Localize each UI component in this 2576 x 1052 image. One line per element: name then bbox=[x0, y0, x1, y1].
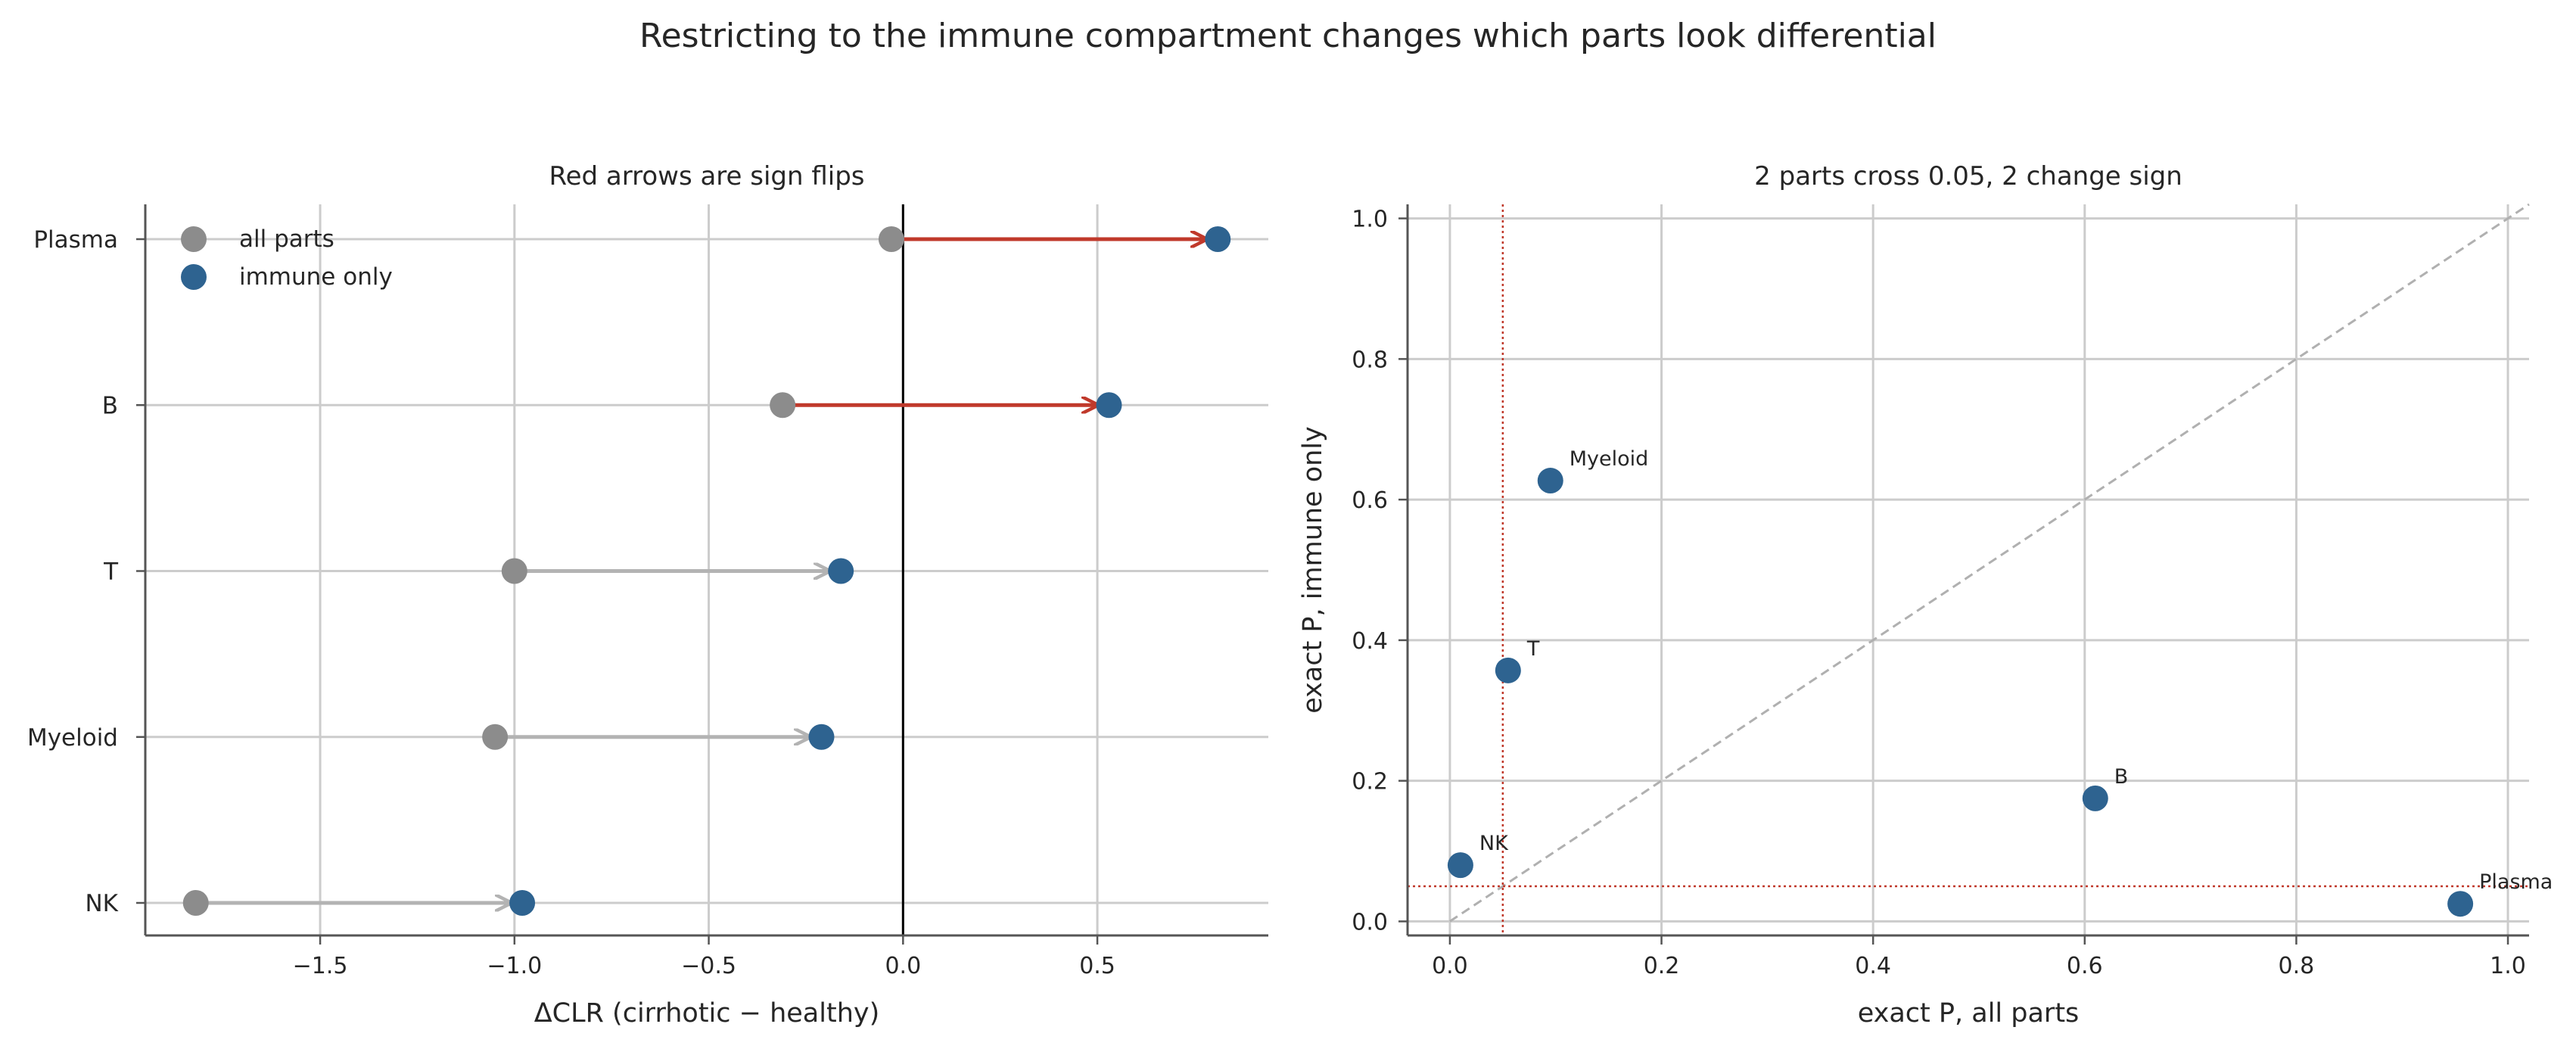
point-immune-only bbox=[808, 724, 835, 750]
point-all-parts bbox=[501, 558, 527, 584]
point-label: B bbox=[2114, 765, 2129, 789]
category-label: Plasma bbox=[33, 226, 118, 254]
legend-marker-immune-only bbox=[181, 264, 207, 290]
point-immune-only bbox=[509, 890, 536, 916]
left-chart-title: Red arrows are sign flips bbox=[549, 161, 864, 191]
point-immune-only bbox=[828, 558, 854, 584]
legend: all parts immune only bbox=[181, 226, 393, 291]
point-immune-only bbox=[1205, 226, 1231, 252]
point-label: Myeloid bbox=[1570, 447, 1649, 471]
point-all-parts bbox=[878, 226, 904, 252]
point-label: Plasma bbox=[2479, 870, 2553, 894]
x-axis-label: ΔCLR (cirrhotic − healthy) bbox=[534, 998, 880, 1029]
x-tick-label: 0.0 bbox=[1432, 953, 1468, 979]
x-tick-label: 0.0 bbox=[885, 953, 921, 979]
x-tick-label: 0.2 bbox=[1644, 953, 1680, 979]
category-label: Myeloid bbox=[27, 724, 118, 752]
x-tick-label: 0.4 bbox=[1855, 953, 1891, 979]
y-tick-label: 0.2 bbox=[1352, 769, 1388, 795]
diagonal-reference-line bbox=[1449, 203, 2530, 923]
point-immune-only bbox=[1096, 392, 1122, 419]
left-panel-dumbbell-chart: Red arrows are sign flips −1.5 −1.0 −0.5 0.0… bbox=[27, 161, 1268, 1029]
point-all-parts bbox=[482, 724, 509, 750]
category-label: T bbox=[103, 559, 119, 586]
x-tick-label: 1.0 bbox=[2490, 953, 2526, 979]
scatter-point bbox=[1495, 657, 1521, 683]
right-chart-title: 2 parts cross 0.05, 2 change sign bbox=[1754, 161, 2182, 191]
point-label: NK bbox=[1479, 832, 1509, 855]
y-tick-label: 0.0 bbox=[1352, 909, 1388, 935]
scatter-point bbox=[1447, 852, 1473, 879]
x-tick-label: 0.8 bbox=[2279, 953, 2315, 979]
x-tick-label: 0.6 bbox=[2067, 953, 2103, 979]
scatter-point bbox=[2447, 891, 2474, 917]
legend-label-immune-only: immune only bbox=[239, 263, 393, 291]
point-label: T bbox=[1526, 637, 1540, 661]
x-tick-label: −1.5 bbox=[293, 953, 348, 979]
category-label: NK bbox=[85, 890, 118, 917]
x-tick-label: 0.5 bbox=[1079, 953, 1115, 979]
y-tick-label: 0.8 bbox=[1352, 347, 1388, 373]
y-tick-label: 1.0 bbox=[1352, 207, 1388, 233]
scatter-point bbox=[2082, 785, 2108, 811]
legend-label-all-parts: all parts bbox=[239, 226, 334, 253]
y-axis-label: exact P, immune only bbox=[1298, 426, 1328, 714]
y-tick-label: 0.4 bbox=[1352, 628, 1388, 655]
y-tick-label: 0.6 bbox=[1352, 487, 1388, 514]
scatter-point bbox=[1537, 468, 1563, 494]
point-all-parts bbox=[770, 392, 796, 419]
x-tick-label: −0.5 bbox=[681, 953, 736, 979]
point-all-parts bbox=[182, 890, 209, 916]
legend-marker-all-parts bbox=[181, 226, 207, 252]
category-label: B bbox=[102, 392, 118, 419]
x-tick-label: −1.0 bbox=[487, 953, 542, 979]
right-panel-scatter-chart: 2 parts cross 0.05, 2 change sign 0.0 0.2 0… bbox=[1298, 161, 2553, 1029]
x-axis-label: exact P, all parts bbox=[1858, 998, 2080, 1029]
figure-suptitle: Restricting to the immune compartment ch… bbox=[639, 17, 1937, 55]
